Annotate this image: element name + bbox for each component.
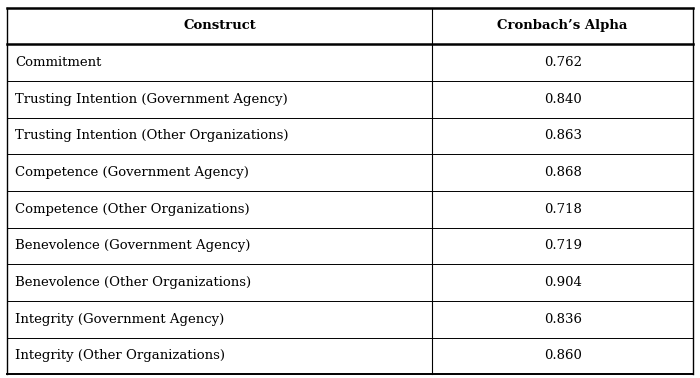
Text: Trusting Intention (Other Organizations): Trusting Intention (Other Organizations) <box>15 129 289 143</box>
Text: 0.860: 0.860 <box>544 349 582 363</box>
Text: 0.863: 0.863 <box>544 129 582 143</box>
Text: Benevolence (Government Agency): Benevolence (Government Agency) <box>15 239 251 253</box>
Text: Integrity (Other Organizations): Integrity (Other Organizations) <box>15 349 225 363</box>
Text: Trusting Intention (Government Agency): Trusting Intention (Government Agency) <box>15 93 288 106</box>
Text: 0.904: 0.904 <box>544 276 582 289</box>
Text: Benevolence (Other Organizations): Benevolence (Other Organizations) <box>15 276 251 289</box>
Text: 0.840: 0.840 <box>544 93 582 106</box>
Text: 0.836: 0.836 <box>544 313 582 326</box>
Text: Cronbach’s Alpha: Cronbach’s Alpha <box>498 19 628 33</box>
Text: Competence (Other Organizations): Competence (Other Organizations) <box>15 203 250 216</box>
Text: Integrity (Government Agency): Integrity (Government Agency) <box>15 313 225 326</box>
Text: 0.718: 0.718 <box>544 203 582 216</box>
Text: 0.868: 0.868 <box>544 166 582 179</box>
Text: 0.762: 0.762 <box>544 56 582 69</box>
Text: 0.719: 0.719 <box>544 239 582 253</box>
Text: Construct: Construct <box>183 19 256 33</box>
Text: Competence (Government Agency): Competence (Government Agency) <box>15 166 249 179</box>
Text: Commitment: Commitment <box>15 56 102 69</box>
